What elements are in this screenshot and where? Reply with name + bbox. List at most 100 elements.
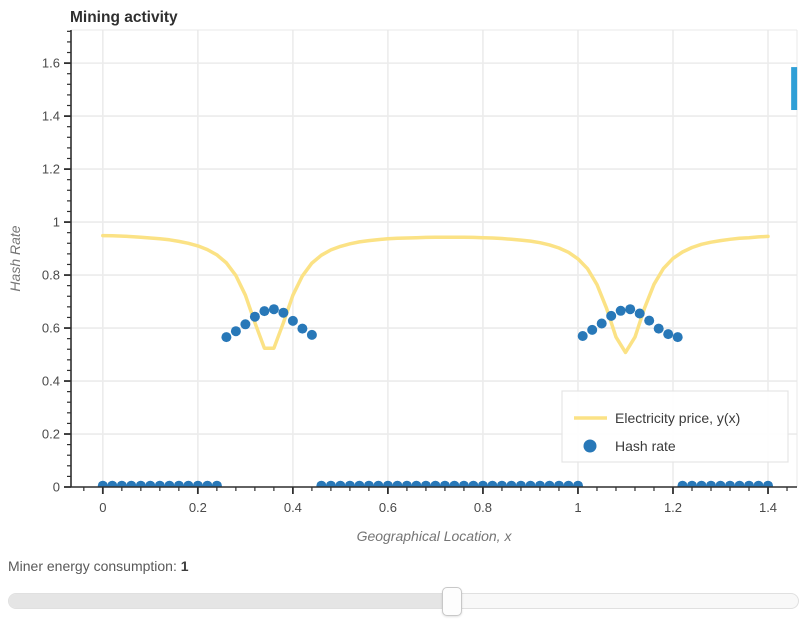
scatter-point: [554, 480, 564, 487]
scatter-point: [107, 480, 118, 487]
scatter-point: [97, 480, 108, 487]
scatter-point: [644, 315, 655, 326]
scatter-point: [373, 480, 384, 487]
scatter-point: [259, 306, 270, 317]
scatter-point: [672, 332, 683, 343]
scatter-point: [458, 480, 469, 487]
hash-rate-scatter: [97, 304, 773, 487]
scatter-point: [211, 480, 222, 487]
scatter-point: [696, 480, 707, 487]
legend-box: [561, 390, 789, 463]
scatter-point: [325, 480, 336, 487]
x-tick-label: 0.8: [474, 500, 492, 515]
scatter-point: [439, 480, 450, 487]
scatter-point: [477, 480, 488, 487]
scatter-point: [145, 480, 156, 487]
legend[interactable]: Electricity price, y(x) Hash rate: [561, 390, 789, 463]
y-tick-label: 1: [53, 215, 60, 230]
scatter-point: [573, 480, 583, 487]
scatter-point: [615, 305, 626, 316]
scatter-point: [725, 480, 735, 487]
right-edge-blue-bar: [791, 67, 798, 111]
legend-dot-swatch: [583, 439, 597, 453]
x-tick-label: 0.4: [284, 500, 302, 515]
scatter-point: [535, 480, 545, 487]
scatter-point: [297, 323, 308, 334]
scatter-point: [382, 480, 393, 487]
slider-label: Miner energy consumption: 1: [8, 558, 189, 574]
scatter-point: [525, 480, 536, 487]
y-tick-label: 1.6: [42, 56, 60, 71]
slider-fill: [9, 594, 451, 608]
y-tick-label: 0.6: [42, 321, 60, 336]
scatter-point: [173, 480, 184, 487]
scatter-point: [487, 480, 498, 487]
chart-title: Mining activity: [70, 9, 178, 26]
x-axis-title: Geographical Location, x: [357, 528, 513, 544]
scatter-point: [496, 480, 507, 487]
y-tick-label: 0.8: [42, 268, 60, 283]
scatter-point: [278, 307, 289, 318]
scatter-point: [744, 480, 754, 487]
scatter-point: [392, 480, 403, 487]
scatter-point: [306, 329, 317, 340]
scatter-point: [230, 326, 241, 337]
axes: [64, 30, 797, 494]
legend-label: Hash rate: [615, 438, 676, 454]
scatter-point: [363, 480, 374, 487]
tick-labels: 0 0.2 0.4 0.6 0.8 1 1.2 1.4 1.6 0 0.2 0.4 0.6 0.8 1 1.2…: [42, 56, 777, 515]
scatter-point: [354, 480, 365, 487]
x-tick-label: 0.2: [189, 500, 207, 515]
slider-label-text: Miner energy consumption:: [8, 558, 177, 574]
scatter-point: [515, 480, 526, 487]
scatter-point: [653, 323, 664, 334]
slider-value: 1: [180, 558, 189, 574]
scatter-point: [587, 324, 598, 335]
scatter-point: [411, 480, 422, 487]
scatter-point: [202, 480, 213, 487]
scatter-point: [192, 480, 203, 487]
scatter-point: [715, 480, 726, 487]
slider-handle[interactable]: [441, 587, 462, 616]
y-tick-label: 0.2: [42, 427, 60, 442]
scatter-point: [663, 329, 674, 340]
scatter-point: [468, 480, 479, 487]
scatter-point: [577, 331, 588, 341]
scatter-point: [268, 304, 279, 315]
scatter-point: [430, 480, 441, 487]
x-tick-label: 1.4: [759, 500, 777, 515]
scatter-point: [154, 480, 165, 487]
scatter-point: [506, 480, 517, 487]
scatter-point: [221, 332, 232, 343]
legend-label: Electricity price, y(x): [615, 410, 740, 426]
scatter-point: [183, 480, 194, 487]
scatter-point: [249, 311, 260, 322]
y-axis-title: Hash Rate: [7, 225, 23, 291]
scatter-point: [734, 480, 745, 487]
scatter-point: [687, 480, 697, 487]
scatter-point: [420, 480, 431, 487]
scatter-point: [135, 480, 146, 487]
x-tick-label: 0: [99, 500, 106, 515]
gridlines: [71, 29, 798, 487]
scatter-point: [706, 480, 716, 487]
scatter-point: [449, 480, 460, 487]
scatter-point: [563, 480, 574, 487]
slider-track[interactable]: [8, 587, 799, 616]
scatter-point: [544, 480, 555, 487]
scatter-point: [401, 480, 412, 487]
scatter-point: [634, 308, 645, 319]
scatter-point: [126, 480, 137, 487]
x-tick-label: 0.6: [379, 500, 397, 515]
scatter-point: [596, 318, 607, 329]
scatter-point: [164, 480, 175, 487]
scatter-point: [335, 480, 346, 487]
y-tick-label: 0.4: [42, 374, 60, 389]
electricity-price-line: [101, 233, 770, 355]
scatter-point: [240, 319, 251, 330]
y-tick-label: 1.4: [42, 109, 60, 124]
x-tick-label: 1: [574, 500, 581, 515]
scatter-point: [287, 315, 298, 326]
scatter-point: [625, 304, 636, 315]
